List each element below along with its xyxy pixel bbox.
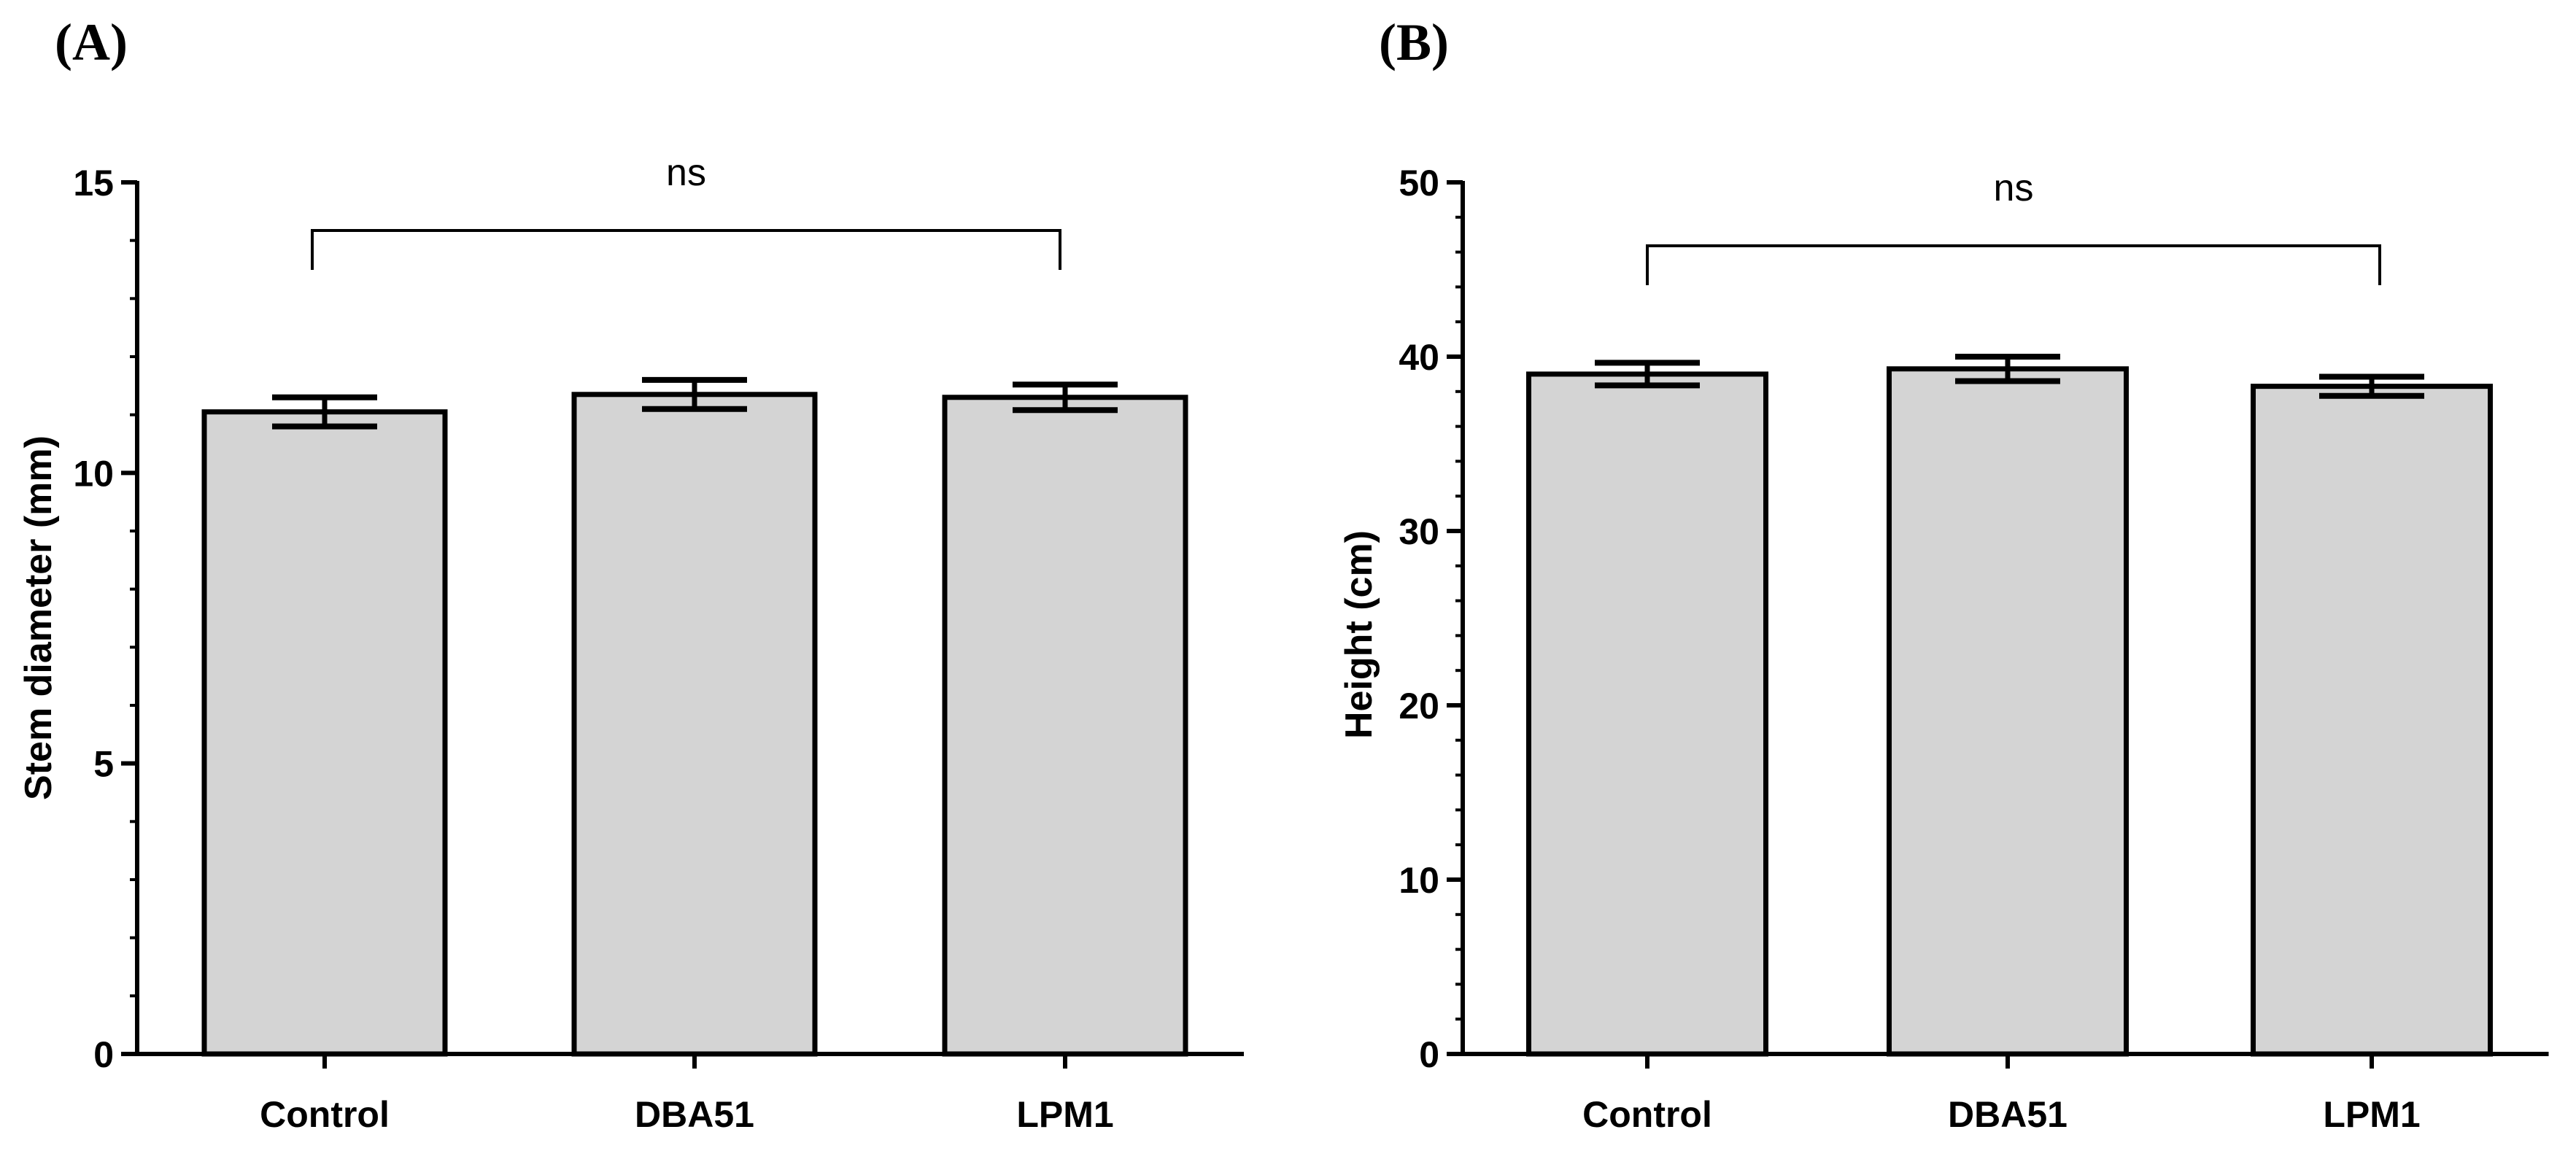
chart-b: (B) Height (cm) 0 10 20 30 40 50 Control DBA51 L… [1338, 13, 2549, 1135]
y-tick-label-b: 10 [1399, 860, 1439, 901]
y-tick-label-a: 0 [93, 1034, 114, 1075]
y-axis-label-a: Stem diameter (mm) [18, 435, 60, 800]
error-bar-b-control [1595, 360, 1700, 389]
y-tick-label-a: 10 [73, 453, 114, 494]
x-tick-label-b-dba51: DBA51 [1948, 1094, 2068, 1135]
error-bar-a-control [272, 394, 377, 430]
y-tick-label-b: 50 [1399, 163, 1439, 203]
significance-label-b: ns [1994, 167, 2034, 209]
bar-a-lpm1 [942, 395, 1188, 1057]
bar-b-lpm1 [2251, 384, 2493, 1057]
chart-a: (A) Stem diameter (mm) 0 5 10 15 Control DBA5… [18, 13, 1244, 1135]
x-tick-label-a-lpm1: LPM1 [1016, 1094, 1113, 1135]
panel-label-b: (B) [1379, 13, 1449, 71]
x-tick-label-b-control: Control [1582, 1094, 1712, 1135]
error-bar-a-lpm1 [1013, 381, 1118, 414]
bar-a-control [201, 409, 448, 1057]
significance-label-a: ns [666, 152, 706, 194]
y-tick-label-b: 30 [1399, 511, 1439, 552]
error-bar-b-lpm1 [2319, 373, 2424, 399]
x-tick-label-a-control: Control [260, 1094, 390, 1135]
y-tick-label-b: 40 [1399, 337, 1439, 378]
significance-bracket-a [311, 229, 1061, 270]
y-tick-label-b: 0 [1419, 1034, 1439, 1075]
bar-b-dba51 [1887, 366, 2129, 1057]
x-tick-label-a-dba51: DBA51 [635, 1094, 754, 1135]
y-axis-label-b: Height (cm) [1338, 530, 1380, 739]
panel-label-a: (A) [55, 13, 128, 71]
x-tick-label-b-lpm1: LPM1 [2323, 1094, 2420, 1135]
y-tick-label-b: 20 [1399, 686, 1439, 726]
error-bar-a-dba51 [642, 376, 747, 412]
error-bar-b-dba51 [1955, 354, 2060, 384]
bar-b-control [1526, 371, 1768, 1057]
y-tick-label-a: 15 [73, 163, 114, 203]
y-tick-label-a: 5 [93, 744, 114, 785]
significance-bracket-b [1646, 244, 2381, 285]
bar-a-dba51 [571, 392, 818, 1057]
